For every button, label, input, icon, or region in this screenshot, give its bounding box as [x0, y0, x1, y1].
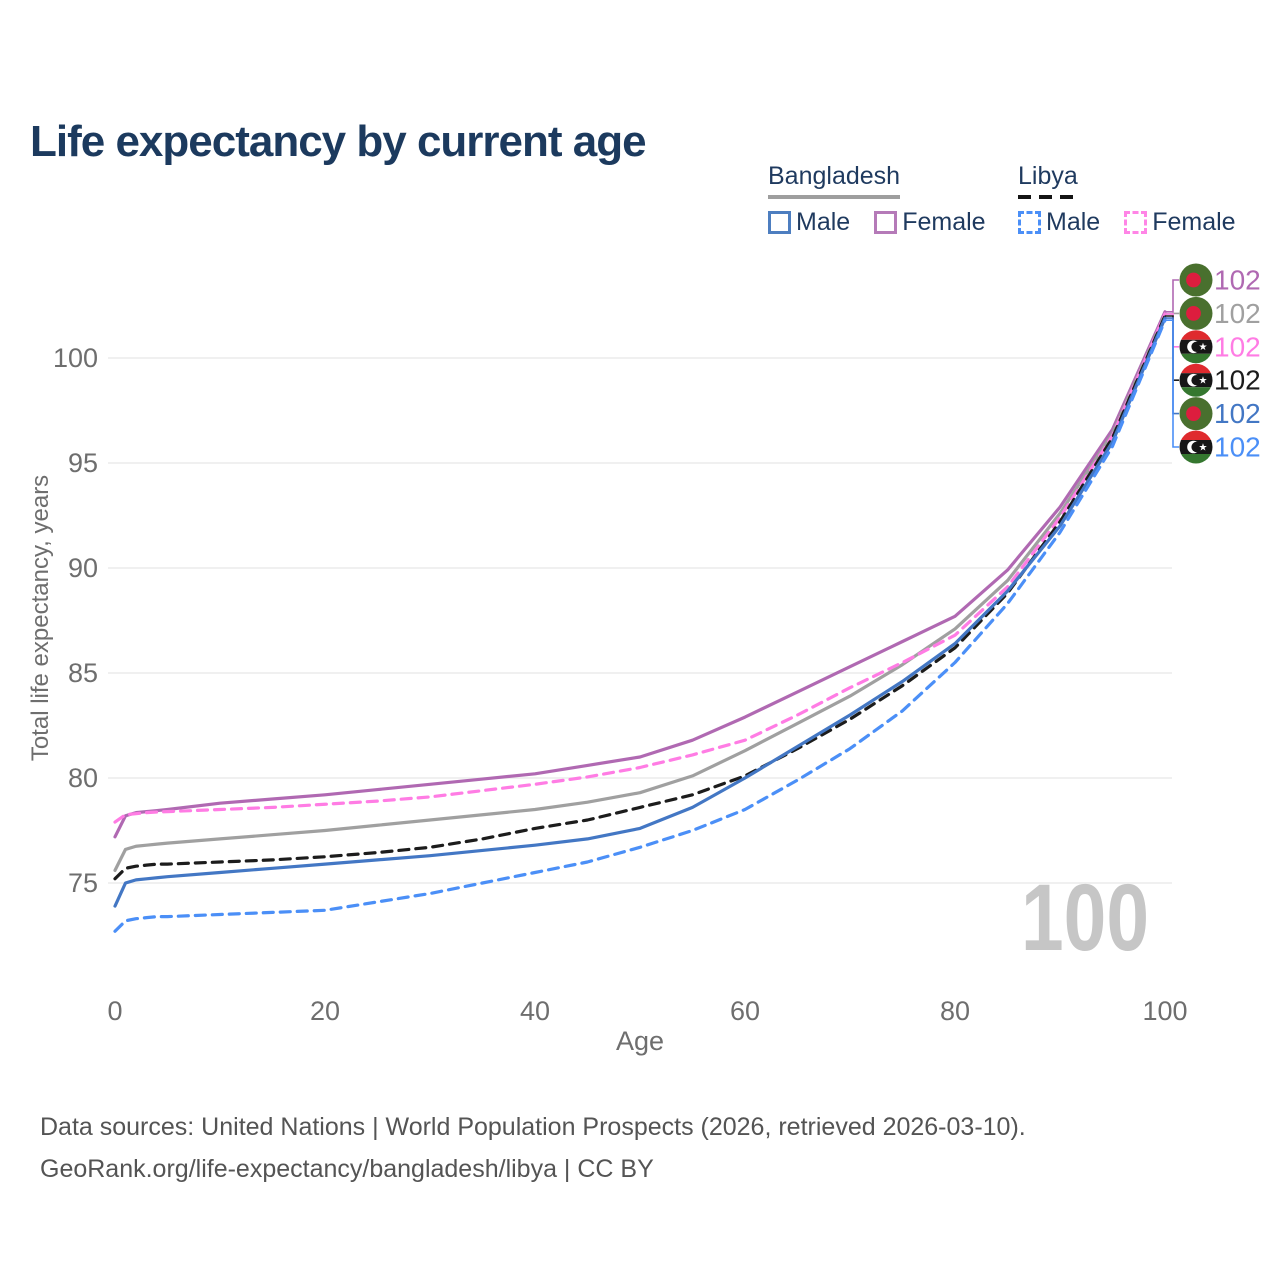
libya-flag-icon [1179, 330, 1213, 364]
libya-male-swatch-icon [1018, 211, 1041, 234]
y-tick-label: 90 [68, 553, 98, 583]
page-title: Life expectancy by current age [30, 117, 647, 167]
source-attribution: Data sources: United Nations | World Pop… [40, 1106, 1026, 1190]
libya-female-swatch-icon [1124, 211, 1148, 234]
legend-group-label: Bangladesh [768, 162, 901, 190]
license-line: GeoRank.org/life-expectancy/bangladesh/l… [40, 1155, 654, 1183]
end-value-label-bangladesh-male: 102 [1214, 398, 1261, 429]
bangladesh-flag-icon [1179, 397, 1213, 431]
libya-flag-icon [1179, 430, 1213, 464]
series-line-libya-male[interactable] [113, 318, 1167, 933]
end-value-label-libya-total: 102 [1214, 365, 1261, 396]
legend-item-libya-male[interactable]: Male [1018, 208, 1100, 237]
bangladesh-male-swatch-icon [768, 211, 791, 234]
end-label-connector [1165, 315, 1179, 382]
y-tick-label: 85 [68, 658, 98, 688]
x-tick-label: 60 [730, 996, 760, 1026]
series-line-bangladesh-total[interactable] [113, 312, 1167, 873]
legend-underline-dashed [1018, 195, 1078, 199]
legend-item-bangladesh-male[interactable]: Male [768, 208, 850, 237]
legend-group-title-libya: Libya [1018, 162, 1078, 199]
data-sources-line: Data sources: United Nations | World Pop… [40, 1113, 1026, 1141]
bangladesh-female-swatch-icon [874, 211, 898, 234]
end-value-label-libya-female: 102 [1214, 331, 1261, 362]
libya-flag-icon [1179, 363, 1213, 397]
series-line-bangladesh-female[interactable] [113, 310, 1167, 839]
series-line-bangladesh-male[interactable] [113, 316, 1167, 908]
legend-underline-solid [768, 195, 901, 199]
legend-item-label: Female [902, 208, 986, 236]
x-axis-title: Age [616, 1026, 664, 1056]
x-tick-label: 20 [310, 996, 340, 1026]
legend-item-libya-female[interactable]: Female [1124, 208, 1236, 237]
x-tick-label: 0 [107, 996, 122, 1026]
end-value-label-bangladesh-total: 102 [1214, 298, 1261, 329]
end-value-label-bangladesh-female: 102 [1214, 265, 1261, 296]
x-tick-label: 100 [1142, 996, 1187, 1026]
current-age-watermark: 100 [1021, 865, 1149, 971]
legend-item-label: Male [1046, 208, 1101, 236]
x-tick-label: 40 [520, 996, 550, 1026]
legend-item-label: Female [1152, 208, 1236, 236]
legend-group-libya: Libya Male Female [1018, 162, 1236, 237]
y-tick-label: 80 [68, 763, 98, 793]
legend-group-bangladesh: Bangladesh Male Female [768, 162, 986, 237]
legend-group-title-bangladesh: Bangladesh [768, 162, 901, 199]
end-label-connector [1165, 317, 1179, 415]
end-value-label-libya-male: 102 [1214, 432, 1261, 463]
legend-group-label: Libya [1018, 162, 1078, 190]
bangladesh-flag-icon [1179, 296, 1213, 330]
series-line-libya-total[interactable] [113, 314, 1167, 881]
y-tick-label: 95 [68, 448, 98, 478]
x-tick-label: 80 [940, 996, 970, 1026]
y-tick-label: 75 [68, 868, 98, 898]
end-label-connector [1165, 279, 1179, 313]
legend-item-label: Male [796, 208, 851, 236]
end-label-connector [1165, 319, 1179, 448]
y-tick-label: 100 [53, 343, 98, 373]
bangladesh-flag-icon [1179, 263, 1213, 297]
y-axis-title: Total life expectancy, years [27, 475, 54, 761]
series-line-libya-female[interactable] [113, 312, 1167, 824]
legend-item-bangladesh-female[interactable]: Female [874, 208, 986, 237]
